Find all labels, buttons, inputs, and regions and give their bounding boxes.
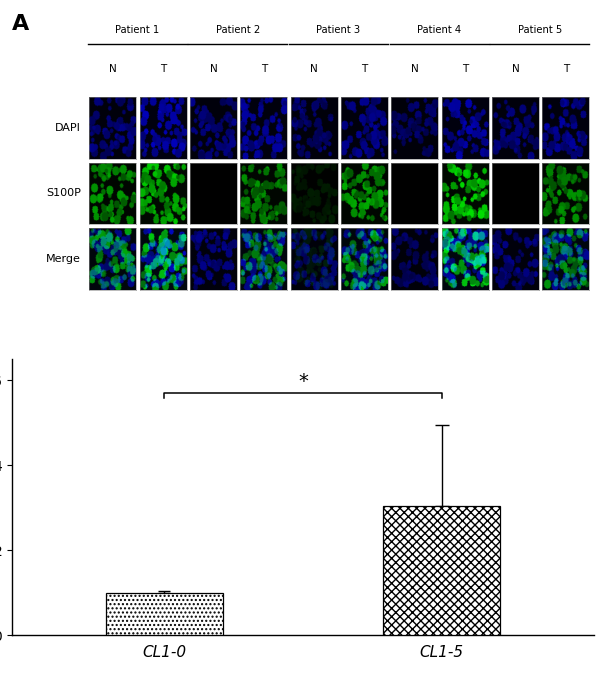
Text: *: * [298, 372, 308, 391]
Bar [106, 593, 223, 635]
Text: N: N [411, 64, 419, 74]
Text: N: N [109, 64, 117, 74]
Text: DAPI: DAPI [55, 124, 80, 133]
Text: S100P: S100P [46, 189, 80, 199]
Text: Patient 3: Patient 3 [316, 25, 361, 35]
Text: N: N [310, 64, 318, 74]
Bar [383, 505, 500, 635]
Text: Patient 1: Patient 1 [115, 25, 159, 35]
Text: Patient 4: Patient 4 [417, 25, 461, 35]
Text: Patient 5: Patient 5 [518, 25, 562, 35]
Text: T: T [261, 64, 267, 74]
Text: A: A [12, 14, 29, 33]
Text: N: N [209, 64, 217, 74]
Text: T: T [361, 64, 368, 74]
Text: Merge: Merge [46, 253, 80, 264]
Text: T: T [160, 64, 166, 74]
Text: T: T [462, 64, 469, 74]
Text: Patient 2: Patient 2 [215, 25, 260, 35]
Text: T: T [563, 64, 569, 74]
Text: N: N [512, 64, 520, 74]
